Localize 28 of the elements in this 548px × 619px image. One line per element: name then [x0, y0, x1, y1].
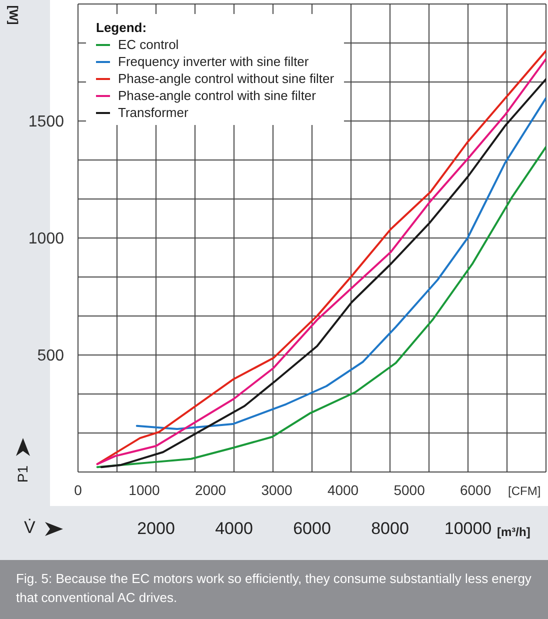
x2-tick-label: 4000 — [326, 482, 360, 498]
legend-label: Transformer — [118, 104, 188, 121]
text: [W] — [6, 5, 21, 25]
legend-label: EC control — [118, 36, 179, 53]
x2-tick-label: 2000 — [194, 482, 228, 498]
y-tick-label: 1500 — [28, 114, 64, 131]
y-tick-label: 500 — [37, 348, 64, 365]
legend-title: Legend: — [96, 20, 148, 35]
x2-tick-label: 1000 — [128, 482, 161, 498]
x2-tick-label: 5000 — [392, 482, 426, 498]
legend-label: Phase-angle control without sine filter — [118, 70, 334, 87]
y-axis-title: P1 — [14, 465, 31, 483]
x-axis-title: V̇ — [24, 518, 36, 538]
x2-tick-label: 6000 — [458, 482, 492, 498]
x-tick-label: 6000 — [293, 519, 331, 538]
line-series — [96, 146, 546, 468]
legend-label: Frequency inverter with sine filter — [118, 53, 309, 70]
x2-tick-label: 0 — [73, 482, 83, 498]
text: [m³/h] — [497, 525, 530, 539]
y-tick-label: 1000 — [28, 230, 64, 248]
legend-label: Phase-angle control with sine filter — [118, 87, 316, 104]
x-tick-label: 4000 — [215, 519, 253, 538]
caption: Fig. 5: Because the EC motors work so efficiently, they consume substantially less energy that conventional AC drives. — [0, 560, 548, 619]
x-tick-label: 10000 — [444, 519, 492, 538]
text: [CFM] — [508, 484, 541, 498]
x-tick-label: 2000 — [137, 519, 175, 538]
x-tick-label: 8000 — [371, 519, 409, 538]
x2-tick-label: 3000 — [260, 482, 294, 498]
